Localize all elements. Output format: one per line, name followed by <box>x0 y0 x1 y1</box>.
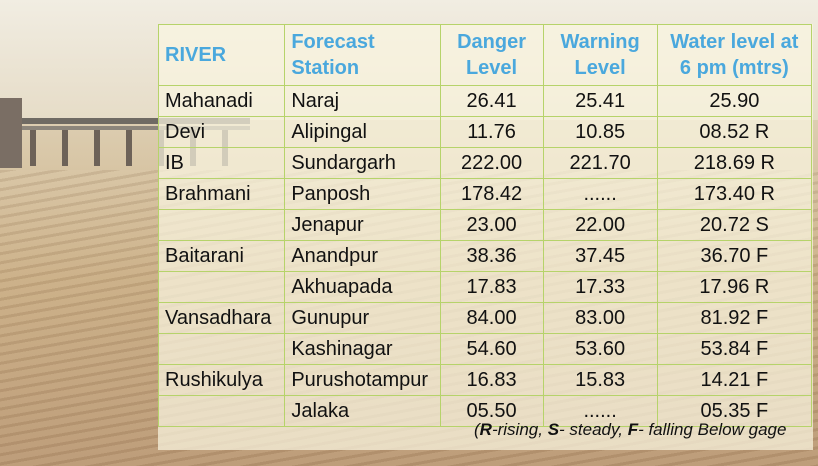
cell-danger: 05.50 <box>439 395 544 427</box>
cell-warning: 221.70 <box>542 147 658 179</box>
cell-river <box>157 333 286 365</box>
cell-river <box>157 395 286 427</box>
cell-warning: 17.33 <box>542 271 658 303</box>
legend-note: (R-rising, S- steady, F- falling Below g… <box>474 420 786 440</box>
header-danger: Danger Level <box>439 24 544 86</box>
cell-danger: 54.60 <box>439 333 544 365</box>
cell-station: Sundargarh <box>284 147 441 179</box>
cell-station: Kashinagar <box>284 333 441 365</box>
table-row: Mahanadi Naraj 26.41 25.41 25.90 <box>157 85 813 117</box>
cell-station: Akhuapada <box>284 271 441 303</box>
cell-danger: 16.83 <box>439 364 544 396</box>
cell-warning: 37.45 <box>542 240 658 272</box>
cell-river: Brahmani <box>157 178 286 210</box>
header-row: RIVER Forecast Station Danger Level Warnin… <box>157 24 813 86</box>
header-warning: Warning Level <box>542 24 658 86</box>
table-row: Rushikulya Purushotampur 16.83 15.83 14.… <box>157 364 813 396</box>
cell-river <box>157 209 286 241</box>
cell-danger: 11.76 <box>439 116 544 148</box>
table-row: Devi Alipingal 11.76 10.85 08.52 R <box>157 116 813 148</box>
cell-river: Devi <box>157 116 286 148</box>
cell-warning: 22.00 <box>542 209 658 241</box>
header-water-level: Water level at 6 pm (mtrs) <box>656 24 813 86</box>
cell-river: Baitarani <box>157 240 286 272</box>
cell-station: Panposh <box>284 178 441 210</box>
cell-danger: 17.83 <box>439 271 544 303</box>
cell-river: Mahanadi <box>157 85 286 117</box>
cell-station: Gunupur <box>284 302 441 334</box>
cell-warning: ...... <box>542 395 658 427</box>
cell-station: Alipingal <box>284 116 441 148</box>
cell-water-level: 53.84 F <box>656 333 813 365</box>
cell-river: Vansadhara <box>157 302 286 334</box>
cell-water-level: 173.40 R <box>656 178 813 210</box>
cell-danger: 178.42 <box>439 178 544 210</box>
flood-level-table: RIVER Forecast Station Danger Level Warnin… <box>157 24 813 427</box>
legend-r-text: -rising, <box>491 420 548 439</box>
cell-warning: 25.41 <box>542 85 658 117</box>
legend-f-text: - falling Below gage <box>638 420 787 439</box>
legend-s-key: S <box>547 420 560 439</box>
cell-station: Purushotampur <box>284 364 441 396</box>
cell-danger: 26.41 <box>439 85 544 117</box>
cell-station: Jalaka <box>284 395 441 427</box>
cell-water-level: 20.72 S <box>656 209 813 241</box>
cell-water-level: 25.90 <box>656 85 813 117</box>
cell-water-level: 81.92 F <box>656 302 813 334</box>
table-row: Kashinagar 54.60 53.60 53.84 F <box>157 333 813 365</box>
cell-water-level: 36.70 F <box>656 240 813 272</box>
table-row: Vansadhara Gunupur 84.00 83.00 81.92 F <box>157 302 813 334</box>
legend-r-key: R <box>479 420 492 439</box>
table-row: Akhuapada 17.83 17.33 17.96 R <box>157 271 813 303</box>
cell-warning: ...... <box>542 178 658 210</box>
table-row: Brahmani Panposh 178.42 ...... 173.40 R <box>157 178 813 210</box>
cell-danger: 84.00 <box>439 302 544 334</box>
cell-station: Jenapur <box>284 209 441 241</box>
cell-danger: 23.00 <box>439 209 544 241</box>
cell-water-level: 05.35 F <box>656 395 813 427</box>
cell-river: IB <box>157 147 286 179</box>
header-station: Forecast Station <box>284 24 441 86</box>
header-river: RIVER <box>157 24 286 86</box>
legend-open: ( <box>474 420 480 439</box>
cell-water-level: 17.96 R <box>656 271 813 303</box>
cell-river <box>157 271 286 303</box>
cell-warning: 10.85 <box>542 116 658 148</box>
table-row: IB Sundargarh 222.00 221.70 218.69 R <box>157 147 813 179</box>
cell-danger: 222.00 <box>439 147 544 179</box>
cell-warning: 53.60 <box>542 333 658 365</box>
cell-water-level: 08.52 R <box>656 116 813 148</box>
table-row: Baitarani Anandpur 38.36 37.45 36.70 F <box>157 240 813 272</box>
table-row: Jenapur 23.00 22.00 20.72 S <box>157 209 813 241</box>
cell-warning: 15.83 <box>542 364 658 396</box>
cell-station: Anandpur <box>284 240 441 272</box>
cell-station: Naraj <box>284 85 441 117</box>
cell-water-level: 218.69 R <box>656 147 813 179</box>
table-row: Jalaka 05.50 ...... 05.35 F <box>157 395 813 427</box>
legend-f-key: F <box>627 420 639 439</box>
legend-s-text: - steady, <box>559 420 628 439</box>
cell-river: Rushikulya <box>157 364 286 396</box>
cell-danger: 38.36 <box>439 240 544 272</box>
cell-warning: 83.00 <box>542 302 658 334</box>
cell-water-level: 14.21 F <box>656 364 813 396</box>
